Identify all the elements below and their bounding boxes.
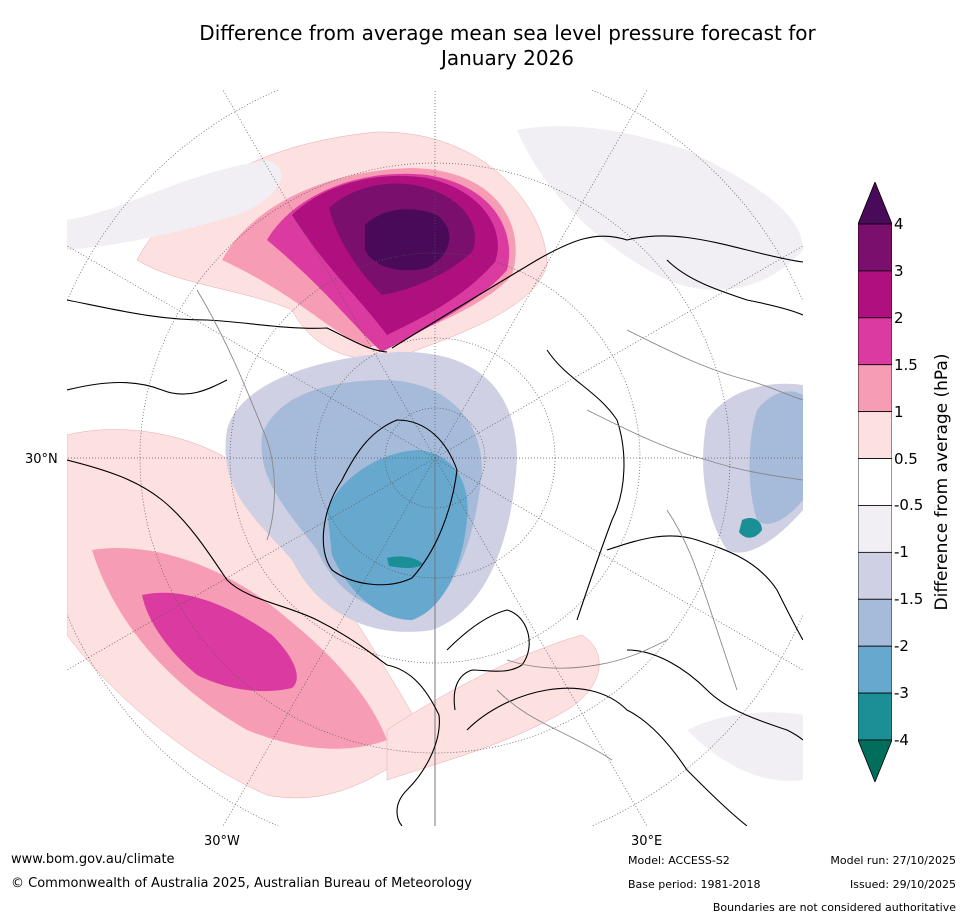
colorbar-tick-label: 2	[894, 308, 904, 327]
colorbar-tick-label: -4	[894, 731, 909, 749]
colorbar-tick-label: 0.5	[894, 449, 918, 468]
colorbar-tick-label: 4	[894, 215, 904, 233]
colorbar-bin	[858, 645, 892, 694]
colorbar-tick-label: -0.5	[894, 496, 924, 515]
anomaly-negative-east-asia	[687, 383, 803, 781]
title-line-2: January 2026	[440, 46, 575, 70]
map-title: Difference from average mean sea level p…	[150, 21, 865, 71]
colorbar	[858, 182, 892, 782]
colorbar-tick-label: -2	[894, 637, 909, 656]
anomaly-map	[67, 90, 803, 826]
colorbar-tick-label: -1	[894, 543, 909, 562]
colorbar-bin	[858, 505, 892, 553]
lon-30e-label: 30°E	[631, 834, 663, 849]
colorbar-bin	[858, 317, 892, 366]
lon-30w-label: 30°W	[204, 834, 240, 849]
colorbar-bin-below-minus-4	[858, 739, 892, 782]
footer-copyright: © Commonwealth of Australia 2025, Austra…	[11, 876, 472, 891]
footer-model-run: Model run: 27/10/2025	[830, 854, 956, 867]
footer-model: Model: ACCESS-S2	[628, 854, 730, 867]
colorbar-bin	[858, 364, 892, 413]
country-boundaries	[196, 289, 803, 761]
footer-base-period: Base period: 1981-2018	[628, 878, 761, 891]
coastlines	[67, 235, 803, 826]
colorbar-tick-label: 1	[894, 402, 904, 421]
footer-disclaimer: Boundaries are not considered authoritat…	[712, 901, 956, 914]
title-line-1: Difference from average mean sea level p…	[199, 21, 816, 45]
anomaly-positive-north-atlantic	[67, 429, 428, 799]
footer-website[interactable]: www.bom.gov.au/climate	[11, 852, 175, 867]
colorbar-tick-label: 3	[894, 261, 904, 280]
colorbar-bin	[858, 551, 892, 600]
colorbar-tick-label: -3	[894, 684, 909, 703]
colorbar-tick-label: 1.5	[894, 355, 918, 374]
colorbar-bin	[858, 270, 892, 319]
colorbar-bin	[858, 598, 892, 647]
colorbar-bin-above-4	[858, 182, 892, 225]
colorbar-tick-label: -1.5	[894, 590, 924, 609]
colorbar-title: Difference from average (hPa)	[932, 353, 952, 611]
colorbar-bin	[858, 692, 892, 741]
colorbar-bin	[858, 458, 892, 506]
anomaly-positive-north-pacific	[136, 131, 548, 360]
anomaly-positive-europe	[386, 634, 600, 781]
colorbar-bin	[858, 223, 892, 272]
lat-30n-label: 30°N	[25, 452, 58, 467]
footer-issued: Issued: 29/10/2025	[849, 878, 956, 891]
colorbar-bin	[858, 411, 892, 459]
